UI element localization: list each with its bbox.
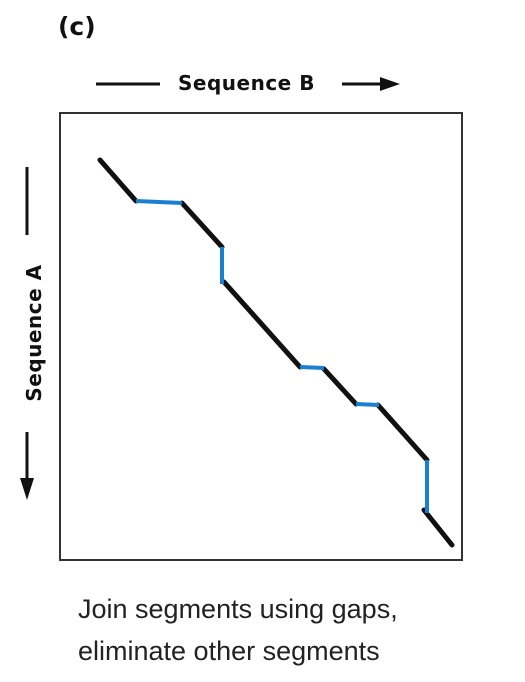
caption-line-2: eliminate other segments — [78, 636, 380, 666]
horizontal-gap — [355, 402, 380, 407]
horizontal-gap — [299, 365, 325, 370]
diagonal-segment — [421, 507, 455, 548]
gap-connectors — [135, 199, 429, 513]
diagonal-segment — [97, 157, 139, 204]
diagonal-segment — [321, 366, 359, 407]
panel-label: (c) — [58, 12, 96, 41]
x-axis-label: Sequence B — [178, 71, 315, 95]
caption-line-1: Join segments using gaps, — [78, 594, 398, 624]
alignment-segments — [97, 157, 455, 548]
seq-b-arrowhead — [380, 77, 400, 91]
seq-a-arrowhead — [20, 478, 34, 500]
diagonal-segment — [179, 200, 225, 250]
dotplot-frame — [59, 112, 463, 561]
horizontal-gap — [135, 199, 183, 205]
diagonal-segment — [221, 279, 303, 370]
y-axis-label: Sequence A — [22, 264, 46, 402]
diagonal-segment — [375, 402, 430, 463]
